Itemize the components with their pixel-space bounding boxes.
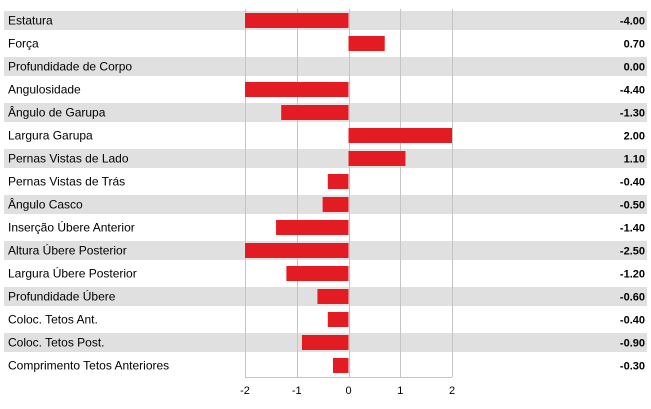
- value-label: -1.30: [620, 108, 645, 120]
- bar: [245, 82, 349, 97]
- bar: [327, 312, 349, 327]
- bar: [348, 151, 406, 166]
- category-label: Ângulo Casco: [8, 197, 83, 212]
- bar: [348, 128, 452, 143]
- bar: [245, 243, 349, 258]
- value-label: -0.90: [620, 338, 645, 350]
- category-labels: Estatura Força Profundidade de Corpo Angulo…: [8, 14, 169, 373]
- category-label: Largura Úbere Posterior: [8, 266, 137, 281]
- bar: [317, 289, 349, 304]
- value-label: -1.40: [620, 223, 645, 235]
- row-stripe: [4, 149, 647, 168]
- x-tick-label: -1: [292, 385, 302, 397]
- x-tick-label: 2: [449, 385, 455, 397]
- category-label: Largura Garupa: [8, 129, 93, 143]
- category-label: Coloc. Tetos Post.: [8, 336, 105, 350]
- value-label: -1.20: [620, 269, 645, 281]
- bar: [348, 36, 385, 51]
- category-label: Profundidade Úbere: [8, 289, 116, 304]
- bar: [332, 358, 349, 373]
- row-stripe: [4, 57, 647, 76]
- category-label: Inserção Úbere Anterior: [8, 220, 135, 235]
- category-label: Coloc. Tetos Ant.: [8, 313, 98, 327]
- category-label: Angulosidade: [8, 83, 81, 97]
- bar: [327, 174, 349, 189]
- bar: [322, 197, 349, 212]
- bar: [286, 266, 349, 281]
- bars: [245, 13, 452, 373]
- value-label: 1.10: [624, 154, 645, 166]
- gridlines: [245, 9, 453, 378]
- value-labels: -4.00 0.70 0.00 -4.40 -1.30 2.00 1.10 -0.40 -0.5…: [620, 16, 645, 373]
- category-label: Comprimento Tetos Anteriores: [8, 359, 169, 373]
- category-label: Força: [8, 37, 39, 51]
- x-tick-label: 1: [397, 385, 403, 397]
- x-tick-label: 0: [345, 385, 351, 397]
- value-label: -0.60: [620, 292, 645, 304]
- value-label: 0.00: [624, 62, 645, 74]
- x-axis-ticks: -2 -1 0 1 2: [240, 385, 455, 397]
- category-label: Pernas Vistas de Trás: [8, 175, 125, 189]
- value-label: 2.00: [624, 131, 645, 143]
- category-label: Profundidade de Corpo: [8, 60, 132, 74]
- value-label: -0.50: [620, 200, 645, 212]
- value-label: -0.30: [620, 361, 645, 373]
- bar: [276, 220, 349, 235]
- value-label: 0.70: [624, 39, 645, 51]
- value-label: -4.40: [620, 85, 645, 97]
- value-label: -2.50: [620, 246, 645, 258]
- bar: [281, 105, 349, 120]
- value-label: -0.40: [620, 315, 645, 327]
- category-label: Estatura: [8, 14, 53, 28]
- bar: [301, 335, 349, 350]
- x-tick-label: -2: [240, 385, 250, 397]
- category-label: Altura Úbere Posterior: [8, 243, 127, 258]
- value-label: -0.40: [620, 177, 645, 189]
- category-label: Ângulo de Garupa: [8, 105, 106, 120]
- value-label: -4.00: [620, 16, 645, 28]
- bar: [245, 13, 349, 28]
- category-label: Pernas Vistas de Lado: [8, 152, 129, 166]
